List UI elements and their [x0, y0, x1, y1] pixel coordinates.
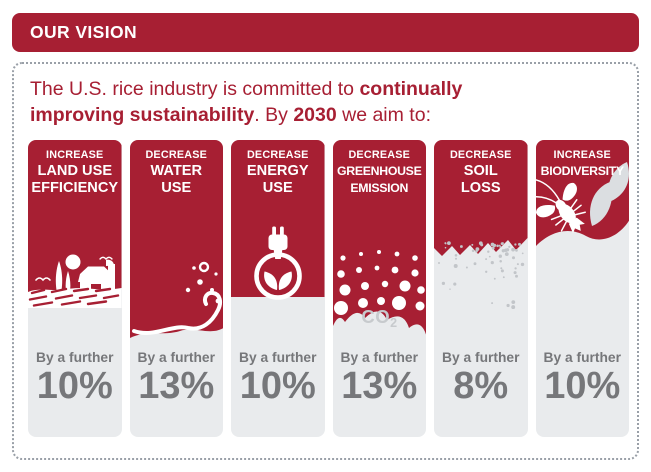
wave-swoosh: [131, 290, 222, 335]
goal-title: INCREASE LAND USE EFFICIENCY: [28, 149, 122, 196]
goal-subject-line: ENERGY: [246, 163, 309, 179]
vision-dotted-box: [12, 62, 639, 460]
goal-target-prefix: By a further: [340, 350, 418, 365]
soil-erosion-icon: [434, 140, 528, 310]
goal-subject-line: WATER: [150, 163, 203, 179]
goal-title: DECREASE WATER USE: [130, 149, 224, 196]
goal-target-value: 10%: [239, 365, 316, 407]
goal-target: By a further 10%: [536, 350, 630, 406]
section-title: OUR VISION: [30, 22, 138, 42]
goal-target-prefix: By a further: [137, 350, 215, 365]
goal-direction: INCREASE: [46, 149, 104, 161]
goal-subject-line: SOIL: [463, 163, 498, 179]
intro-text: The U.S. rice industry is committed to c…: [30, 77, 550, 128]
goal-title: DECREASE GREENHOUSE EMISSION: [333, 149, 427, 196]
goal-target-value: 13%: [341, 365, 418, 407]
goal-title: DECREASE SOIL LOSS: [434, 149, 528, 196]
goal-subject-line: EFFICIENCY: [31, 179, 119, 196]
bubbles: [333, 250, 425, 315]
goal-target: By a further 8%: [434, 350, 528, 406]
co2-main: CO: [361, 306, 391, 327]
intro-bold1: continually improving sustainability: [30, 78, 463, 126]
bird-icon: [35, 277, 51, 282]
goal-target-value: 10%: [36, 365, 113, 407]
goal-target: By a further 10%: [231, 350, 325, 406]
goal-target: By a further 10%: [28, 350, 122, 406]
goal-subject-line: LAND USE: [37, 163, 113, 179]
plug-leaf-icon: [231, 140, 325, 300]
soil-speckles: [438, 241, 525, 310]
crawfish-icon: [535, 179, 586, 234]
goal-direction: DECREASE: [246, 149, 309, 161]
co2-label: CO2: [333, 306, 427, 330]
intro-part3: we aim to:: [336, 103, 431, 126]
goal-subject-line: BIODIVERSITY: [540, 164, 624, 178]
goal-target-prefix: By a further: [36, 350, 114, 365]
goal-card-greenhouse-emission: DECREASE GREENHOUSE EMISSION CO2 By a fu…: [332, 140, 427, 437]
goal-card-energy-use: DECREASE ENERGY USE By a further 10%: [231, 140, 325, 437]
section-title-bar: OUR VISION: [12, 13, 639, 52]
co2-subscript: 2: [390, 316, 398, 330]
goal-card-biodiversity: INCREASE BIODIVERSITY By a further 10%: [535, 140, 630, 437]
goal-title: INCREASE BIODIVERSITY: [536, 149, 630, 180]
goal-subject-line: GREENHOUSE: [337, 164, 422, 178]
farm-icon: [28, 140, 122, 308]
leaves-icon: [264, 271, 292, 290]
goal-target-value: 10%: [544, 365, 621, 407]
goal-card-land-use: INCREASE LAND USE EFFICIENCY By a furthe…: [28, 140, 122, 437]
intro-part1: The U.S. rice industry is committed to: [30, 78, 360, 100]
leaf-icon: [589, 162, 629, 226]
goal-title: DECREASE ENERGY USE: [231, 149, 325, 196]
plug-icon: [268, 226, 288, 259]
intro-part2: . By: [254, 103, 294, 126]
goal-target-value: 8%: [453, 365, 509, 407]
water-ring: [198, 261, 209, 273]
goal-direction: DECREASE: [449, 149, 512, 161]
goal-subject-line: EMISSION: [350, 180, 409, 195]
bird-icon: [99, 256, 113, 261]
goal-target-value: 13%: [138, 365, 215, 407]
furrow-rows: [28, 287, 120, 307]
goal-direction: INCREASE: [553, 149, 611, 161]
goal-subject-line: LOSS: [460, 179, 501, 196]
crawfish-leaf-icon: [535, 140, 629, 246]
goal-target: By a further 13%: [333, 350, 427, 406]
water-splash-icon: [129, 140, 223, 338]
goal-card-soil-loss: DECREASE SOIL LOSS By a further 8%: [434, 140, 528, 437]
goal-subject-line: USE: [161, 179, 192, 196]
sun-icon: [65, 254, 81, 270]
goal-direction: DECREASE: [145, 149, 208, 161]
goal-target: By a further 13%: [130, 350, 224, 406]
intro-bold2: 2030: [293, 103, 337, 126]
co2-bubbles-icon: [332, 140, 426, 336]
goal-card-water-use: DECREASE WATER USE By a further 13%: [129, 140, 224, 437]
water-droplets: [185, 266, 220, 304]
goal-target-prefix: By a further: [239, 350, 317, 365]
goal-direction: DECREASE: [348, 149, 411, 161]
goal-target-prefix: By a further: [543, 350, 621, 365]
goal-target-prefix: By a further: [442, 350, 520, 365]
goal-subject-line: USE: [262, 179, 293, 196]
